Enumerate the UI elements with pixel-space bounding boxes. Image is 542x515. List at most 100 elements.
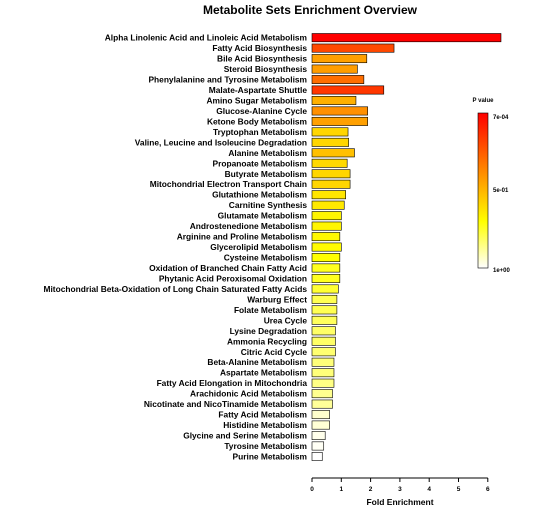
category-label: Mitochondrial Electron Transport Chain [150,179,307,189]
category-label: Fatty Acid Metabolism [218,410,307,420]
bar [311,451,323,461]
x-tick-label: 5 [457,486,461,493]
category-label: Tryptophan Metabolism [213,127,307,137]
bars-group [311,33,502,461]
bar [311,368,335,378]
x-axis: 0 1 2 3 4 5 6 Fold Enrichment [310,477,490,507]
bar [311,75,365,84]
bar [311,315,338,325]
bar [311,137,349,147]
bar [311,326,336,336]
bar [311,190,346,200]
legend-ticks-group: 7e-04 5e-01 1e+00 [493,115,511,274]
x-tick-label: 3 [398,486,402,493]
bar [311,232,341,242]
category-labels-group: Alpha Linolenic Acid and Linoleic Acid M… [43,33,307,462]
x-tick-label: 1 [339,486,343,493]
category-label: Glycine and Serine Metabolism [183,431,307,441]
category-label: Propanoate Metabolism [213,158,307,168]
bar [311,294,338,304]
bar [311,127,349,137]
bar [311,158,348,168]
category-label: Phytanic Acid Peroxisomal Oxidation [159,273,307,283]
category-label: Aspartate Metabolism [220,368,307,378]
category-label: Bile Acid Biosynthesis [217,54,307,64]
bar [311,410,330,420]
category-label: Mitochondrial Beta-Oxidation of Long Cha… [43,284,307,294]
category-label: Warburg Effect [247,294,307,304]
category-label: Glutamate Metabolism [218,211,307,221]
category-label: Glycerolipid Metabolism [210,242,307,252]
category-label: Androstenedione Metabolism [190,221,307,231]
category-label: Phenylalanine and Tyrosine Metabolism [148,75,307,85]
legend-tick-label: 7e-04 [493,115,509,121]
category-label: Purine Metabolism [233,451,307,461]
legend-tick-label: 5e-01 [493,188,509,194]
category-label: Arachidonic Acid Metabolism [190,389,307,399]
x-axis-label: Fold Enrichment [366,497,433,507]
bar [311,116,368,126]
bar [311,378,335,388]
color-legend: P value 7e-04 5e-01 1e+00 [473,98,511,274]
category-label: Urea Cycle [264,315,308,325]
category-label: Beta-Alanine Metabolism [207,357,307,367]
bar [311,305,338,315]
bar [311,420,330,430]
category-label: Valine, Leucine and Isoleucine Degradati… [135,137,307,147]
category-label: Glucose-Alanine Cycle [216,106,307,116]
legend-title: P value [473,98,495,104]
legend-color-bar [477,112,489,269]
bar [311,389,333,399]
bar [311,274,341,283]
category-label: Nicotinate and NicoTinamide Metabolism [144,399,307,409]
bar [311,211,342,221]
category-label: Histidine Metabolism [223,420,307,430]
chart-title: Metabolite Sets Enrichment Overview [203,3,418,17]
category-label: Butyrate Metabolism [225,169,307,179]
category-label: Folate Metabolism [234,305,307,315]
bar [311,43,395,53]
category-label: Alpha Linolenic Acid and Linoleic Acid M… [105,33,307,43]
category-label: Amino Sugar Metabolism [206,95,307,105]
category-label: Steroid Biosynthesis [224,64,308,74]
bar [311,64,358,74]
bar [311,221,342,231]
category-label: Malate-Aspartate Shuttle [209,85,308,95]
category-label: Alanine Metabolism [228,148,307,158]
bar [311,33,502,43]
bar [311,431,326,440]
x-tick-label: 0 [310,486,314,493]
bar [311,263,341,273]
category-label: Citric Acid Cycle [241,347,308,357]
x-tick-label: 4 [427,486,431,493]
category-label: Fatty Acid Biosynthesis [212,43,307,53]
category-label: Ketone Body Metabolism [207,116,307,126]
bar [311,357,335,367]
category-label: Oxidation of Branched Chain Fatty Acid [149,263,307,273]
x-ticks-group: 0 1 2 3 4 5 6 [310,478,490,493]
category-label: Arginine and Proline Metabolism [177,232,307,242]
bar [311,336,336,346]
x-tick-label: 2 [369,486,373,493]
category-label: Glutathione Metabolism [212,190,307,200]
bar [311,85,385,95]
bar [311,96,357,105]
bar [311,347,336,357]
bar [311,242,342,252]
category-label: Tyrosine Metabolism [224,441,307,451]
legend-tick-label: 1e+00 [493,268,511,274]
bar [311,441,325,451]
category-label: Fatty Acid Elongation in Mitochondria [157,378,308,388]
bar [311,399,333,409]
bar [311,284,339,294]
x-tick-label: 6 [486,486,490,493]
category-label: Cysteine Metabolism [224,253,307,263]
bar [311,54,368,64]
bar [311,253,341,262]
category-label: Ammonia Recycling [227,336,307,346]
category-label: Carnitine Synthesis [229,200,308,210]
bar [311,148,355,158]
bar [311,200,345,210]
bar [311,106,368,116]
